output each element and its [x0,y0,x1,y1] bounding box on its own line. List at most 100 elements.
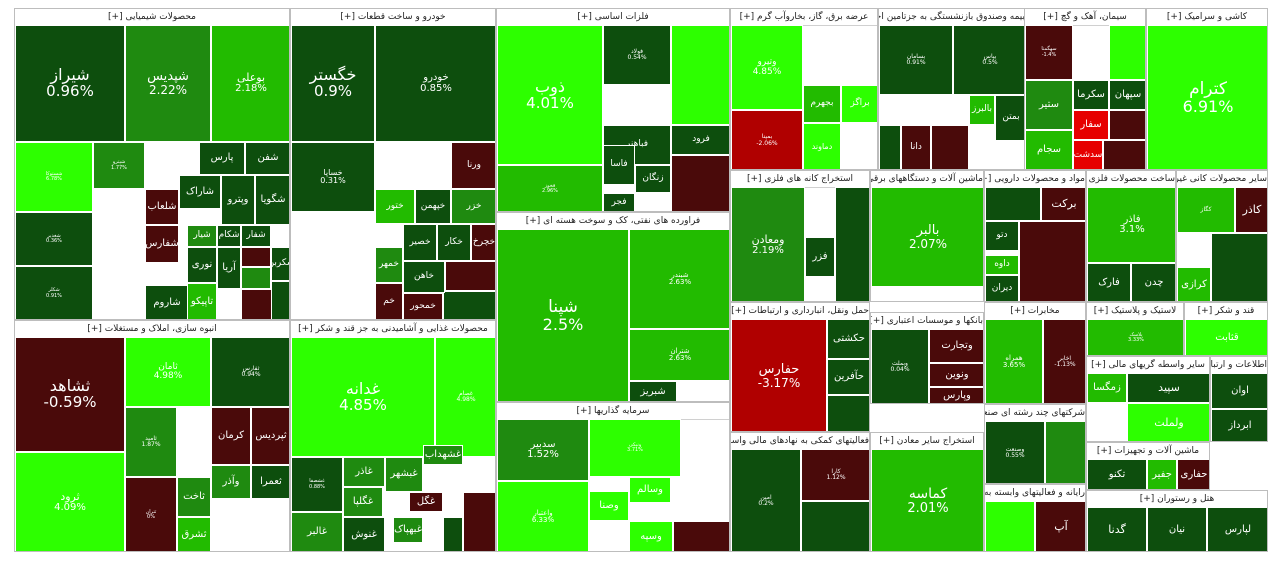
stock-tile[interactable]: شستوکا 6.78% [15,142,93,212]
stock-tile[interactable]: اوان [1211,373,1267,409]
stock-tile[interactable]: لپارس [1207,507,1267,551]
stock-tile[interactable]: شفار [241,225,271,247]
stock-tile[interactable]: غاذر [343,457,385,487]
stock-cell-small[interactable] [1211,233,1267,301]
stock-tile[interactable]: ونیکی 3.71% [589,419,681,477]
stock-tile[interactable]: ورنا [451,142,495,189]
stock-cell-small[interactable] [835,187,869,301]
stock-tile[interactable]: کگاز [1177,187,1235,233]
stock-tile[interactable]: کارا 1.12% [801,449,869,501]
sector-title[interactable]: ماشین آلات و دستگاههای برقی [+] [871,171,983,188]
stock-tile[interactable]: امین 0.2% [731,449,801,551]
stock-tile[interactable]: غشهداب [423,445,463,465]
sector-title[interactable]: اطلاعات و ارتباطات [+] [1211,357,1267,374]
stock-tile[interactable]: ستیر [1025,80,1073,130]
stock-tile[interactable]: غگلپا [343,487,383,517]
stock-tile[interactable]: سهگمتا -1.4% [1025,25,1073,80]
stock-tile[interactable]: شپنا 2.5% [497,229,629,401]
stock-tile[interactable]: زمگسا [1087,373,1127,403]
stock-tile[interactable]: غبهپاک [393,517,423,543]
stock-tile[interactable]: وصنا [589,491,629,521]
stock-cell-small[interactable] [1109,110,1145,140]
stock-tile[interactable]: وبملت 0.04% [871,329,929,403]
stock-tile[interactable]: ونوین [929,363,983,387]
stock-tile[interactable]: بوعلی 2.18% [211,25,289,142]
stock-tile[interactable]: سدشت [1073,140,1103,169]
stock-tile[interactable]: ثرود 4.09% [15,452,125,551]
stock-tile[interactable]: شبندر 2.63% [629,229,729,329]
stock-tile[interactable]: وتجارت [929,329,983,363]
stock-tile[interactable]: دماوند [803,123,841,169]
stock-cell-small[interactable] [879,125,901,169]
stock-tile[interactable]: ومعادن 2.19% [731,187,805,301]
stock-tile[interactable]: جفیر [1147,459,1177,489]
stock-tile[interactable]: اخابر -1.13% [1043,319,1085,403]
stock-tile[interactable]: شگویا [255,175,289,225]
stock-tile[interactable]: بالبرز [969,95,995,125]
stock-tile[interactable]: شیراز 0.96% [15,25,125,142]
sector-title[interactable]: سیمان، آهک و گچ [+] [1025,9,1145,26]
stock-tile[interactable]: ثتران 0% [125,477,177,551]
stock-tile[interactable]: دیران [985,275,1019,301]
stock-tile[interactable]: دتو [985,221,1019,251]
stock-tile[interactable]: کرمان [211,407,251,465]
sector-title[interactable]: سایر محصولات کانی غیرفلزی [+] [1177,171,1267,188]
stock-tile[interactable]: ثعمرا [251,465,289,499]
sector-title[interactable]: حمل ونقل، انبارداری و ارتباطات [+] [731,303,869,320]
stock-tile[interactable]: وتيرو 4.85% [731,25,803,110]
stock-tile[interactable]: غصام 4.98% [435,337,495,457]
stock-tile[interactable]: غگل [409,492,443,512]
stock-tile[interactable]: کاذر [1235,187,1267,233]
stock-tile[interactable]: واعتبار 6.33% [497,481,589,551]
sector-title[interactable]: استخراج کانه های فلزی [+] [731,171,869,188]
sector-title[interactable]: عرضه برق، گاز، بخاروآب گرم [+] [731,9,877,26]
stock-cell-small[interactable] [801,501,869,551]
stock-tile[interactable]: ثفارس 0.94% [211,337,289,407]
stock-tile[interactable]: شبریز [629,381,677,401]
stock-tile[interactable]: خصیر [403,224,437,261]
stock-tile[interactable]: وپارس [929,387,983,403]
stock-cell-small[interactable] [671,25,729,125]
stock-tile[interactable]: غدانه 4.85% [291,337,435,457]
stock-tile[interactable]: غشصفا 0.88% [291,457,343,512]
sector-title[interactable]: استخراج سایر معادن [+] [871,433,983,450]
stock-tile[interactable]: فخوز 2.96% [497,165,603,211]
sector-title[interactable]: فراورده های نفتی، کک و سوخت هسته ای [+] [497,213,729,230]
stock-tile[interactable]: خچرخ [471,224,495,261]
stock-tile[interactable]: پلاسک 3.33% [1087,319,1183,355]
stock-tile[interactable]: وسپه [629,521,673,551]
stock-tile[interactable]: بجهرم [803,85,841,123]
stock-tile[interactable]: سفار [1073,110,1109,140]
stock-tile[interactable]: برکت [1041,187,1085,221]
stock-tile[interactable]: فولاد 0.54% [603,25,671,85]
stock-tile[interactable]: بسامان 0.91% [879,25,953,95]
stock-tile[interactable]: ذوب 4.01% [497,25,603,165]
stock-cell-small[interactable] [241,267,271,289]
stock-tile[interactable]: خکار [437,224,471,261]
stock-tile[interactable]: آپ [1035,501,1085,551]
stock-tile[interactable]: حآفرین [827,359,869,395]
stock-tile[interactable]: سدبیر 1.52% [497,419,589,481]
sector-title[interactable]: محصولات شیمیایی [+] [15,9,289,26]
stock-tile[interactable]: خمحور [403,293,443,319]
stock-tile[interactable]: خم [375,283,403,319]
stock-tile[interactable]: خپهمن [415,189,451,224]
stock-cell-small[interactable] [985,187,1041,221]
stock-cell-small[interactable] [1045,421,1085,483]
stock-tile[interactable]: سجام [1025,130,1073,169]
stock-tile[interactable]: شفن [245,142,289,175]
sector-title[interactable]: ساخت محصولات فلزی [+] [1087,171,1175,188]
stock-tile[interactable]: شکام [217,225,241,247]
stock-tile[interactable]: شغدیر 0.36% [15,212,93,266]
sector-title[interactable]: مواد و محصولات دارویی [+] [985,171,1085,188]
stock-tile[interactable]: ابرداز [1211,409,1267,441]
stock-tile[interactable]: خگستر 0.9% [291,25,375,142]
stock-tile[interactable]: ثشرق [177,517,211,551]
stock-tile[interactable]: کترام 6.91% [1147,25,1267,169]
stock-cell-small[interactable] [1103,140,1145,169]
stock-cell-small[interactable] [443,291,495,319]
stock-tile[interactable]: وپترو [221,175,255,225]
stock-tile[interactable]: ثاخت [177,477,211,517]
stock-cell-small[interactable] [931,125,969,169]
sector-title[interactable]: لاستیک و پلاستیک [+] [1087,303,1183,320]
